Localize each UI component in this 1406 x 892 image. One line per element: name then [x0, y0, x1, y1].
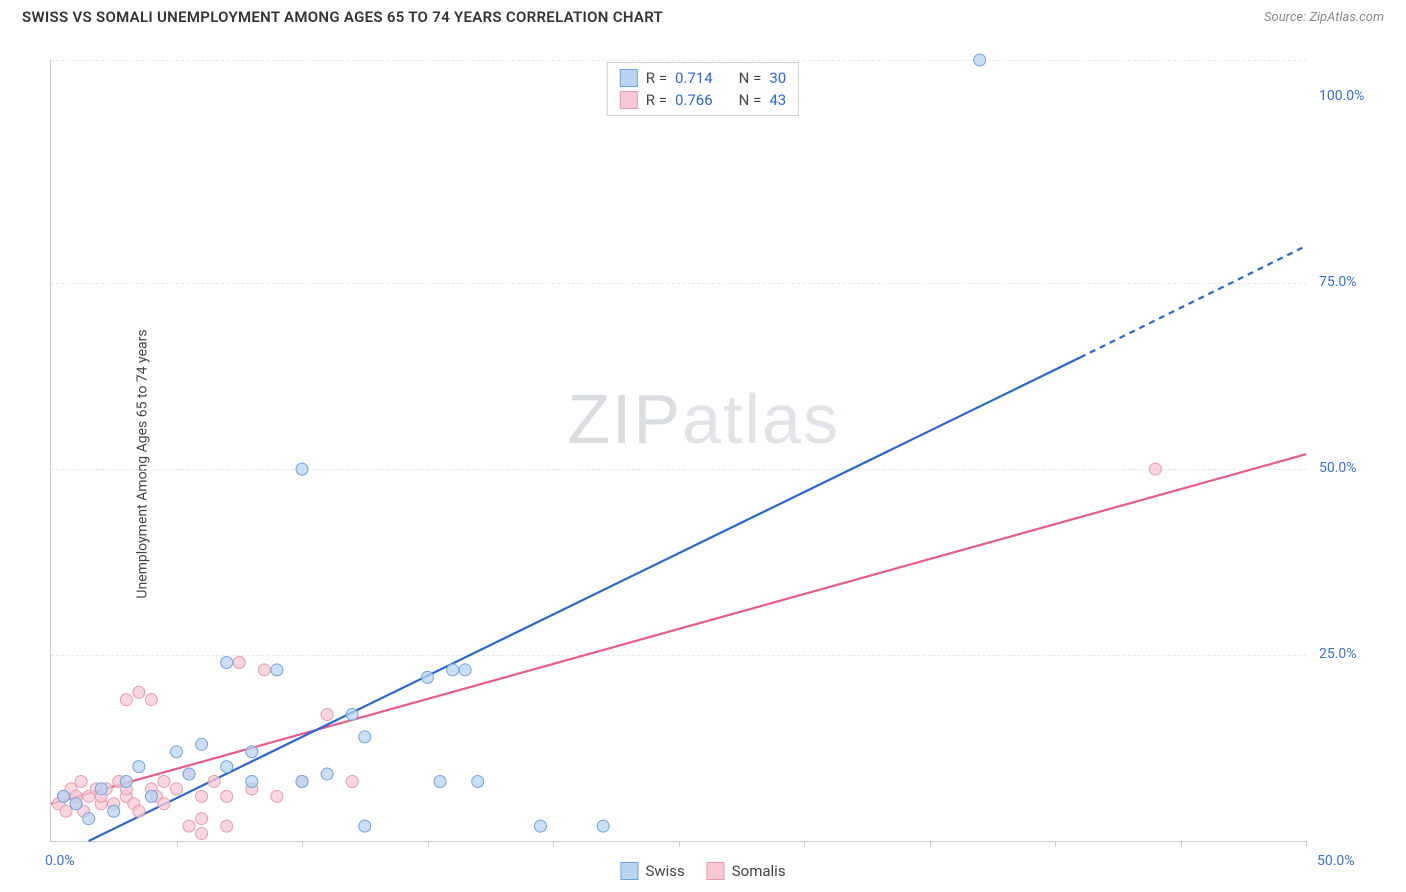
x-tick: [177, 841, 178, 847]
data-point: [208, 775, 220, 787]
data-point: [472, 775, 484, 787]
data-point: [183, 768, 195, 780]
data-point: [296, 463, 308, 475]
data-point: [221, 656, 233, 668]
x-tick: [930, 841, 931, 847]
data-point: [296, 775, 308, 787]
x-axis-tick-label: 0.0%: [45, 853, 75, 869]
data-point: [120, 694, 132, 706]
data-point: [974, 54, 986, 66]
data-point: [58, 790, 70, 802]
data-point: [447, 664, 459, 676]
data-point: [158, 775, 170, 787]
x-tick: [302, 841, 303, 847]
y-axis-tick-label: 100.0%: [1319, 88, 1364, 104]
data-point: [133, 686, 145, 698]
legend-series: Swiss Somalis: [620, 862, 785, 880]
data-point: [271, 664, 283, 676]
x-axis-tick-label: 50.0%: [1317, 853, 1355, 869]
chart-container: Unemployment Among Ages 65 to 74 years Z…: [0, 36, 1406, 892]
y-axis-tick-label: 50.0%: [1319, 460, 1357, 476]
x-tick: [679, 841, 680, 847]
x-tick: [1181, 841, 1182, 847]
swiss-n-value: 30: [769, 69, 786, 87]
data-point: [321, 709, 333, 721]
data-point: [1149, 463, 1161, 475]
legend-row-swiss: R = 0.714 N = 30: [620, 67, 786, 89]
legend-item-somali: Somalis: [707, 862, 786, 880]
data-point: [183, 820, 195, 832]
source-attribution: Source: ZipAtlas.com: [1264, 10, 1384, 25]
swiss-label: Swiss: [645, 862, 684, 880]
data-point: [246, 746, 258, 758]
data-point: [145, 790, 157, 802]
data-point: [233, 656, 245, 668]
data-point: [346, 709, 358, 721]
data-point: [196, 738, 208, 750]
data-point: [120, 775, 132, 787]
data-point: [422, 671, 434, 683]
r-prefix: R =: [646, 91, 667, 109]
data-point: [346, 775, 358, 787]
data-point: [133, 805, 145, 817]
data-point: [75, 775, 87, 787]
swiss-r-value: 0.714: [675, 69, 713, 87]
legend-row-somali: R = 0.766 N = 43: [620, 89, 786, 111]
data-point: [196, 828, 208, 840]
data-point: [271, 790, 283, 802]
r-prefix: R =: [646, 69, 667, 87]
n-prefix: N =: [739, 69, 762, 87]
data-point: [83, 813, 95, 825]
data-point: [534, 820, 546, 832]
swatch-somali: [620, 91, 638, 109]
swatch-swiss: [620, 69, 638, 87]
data-point: [221, 820, 233, 832]
data-point: [434, 775, 446, 787]
data-point: [221, 761, 233, 773]
data-point: [171, 746, 183, 758]
somali-n-value: 43: [769, 91, 786, 109]
data-point: [171, 783, 183, 795]
trend-line: [89, 358, 1080, 841]
legend-item-swiss: Swiss: [620, 862, 684, 880]
somali-label: Somalis: [732, 862, 786, 880]
data-point: [359, 731, 371, 743]
data-point: [145, 694, 157, 706]
plot-svg: [51, 60, 1306, 841]
data-point: [359, 820, 371, 832]
chart-title: SWISS VS SOMALI UNEMPLOYMENT AMONG AGES …: [22, 8, 663, 26]
swatch-somali: [707, 862, 725, 880]
data-point: [597, 820, 609, 832]
data-point: [60, 805, 72, 817]
x-tick: [804, 841, 805, 847]
x-tick: [1055, 841, 1056, 847]
data-point: [459, 664, 471, 676]
x-tick: [553, 841, 554, 847]
x-tick: [428, 841, 429, 847]
data-point: [158, 798, 170, 810]
trend-line: [51, 454, 1306, 804]
data-point: [95, 783, 107, 795]
source-name: ZipAtlas.com: [1309, 10, 1384, 25]
data-point: [221, 790, 233, 802]
data-point: [196, 813, 208, 825]
y-axis-tick-label: 25.0%: [1319, 646, 1357, 662]
n-prefix: N =: [739, 91, 762, 109]
x-tick: [1306, 841, 1307, 847]
data-point: [246, 775, 258, 787]
data-point: [133, 761, 145, 773]
data-point: [108, 805, 120, 817]
swatch-swiss: [620, 862, 638, 880]
source-prefix: Source:: [1264, 10, 1309, 25]
somali-r-value: 0.766: [675, 91, 713, 109]
data-point: [196, 790, 208, 802]
trend-line-extrapolated: [1080, 246, 1306, 358]
legend-correlation: R = 0.714 N = 30 R = 0.766 N = 43: [607, 62, 799, 116]
data-point: [321, 768, 333, 780]
plot-area: ZIPatlas: [50, 60, 1306, 842]
data-point: [258, 664, 270, 676]
y-axis-tick-label: 75.0%: [1319, 274, 1357, 290]
data-point: [70, 798, 82, 810]
